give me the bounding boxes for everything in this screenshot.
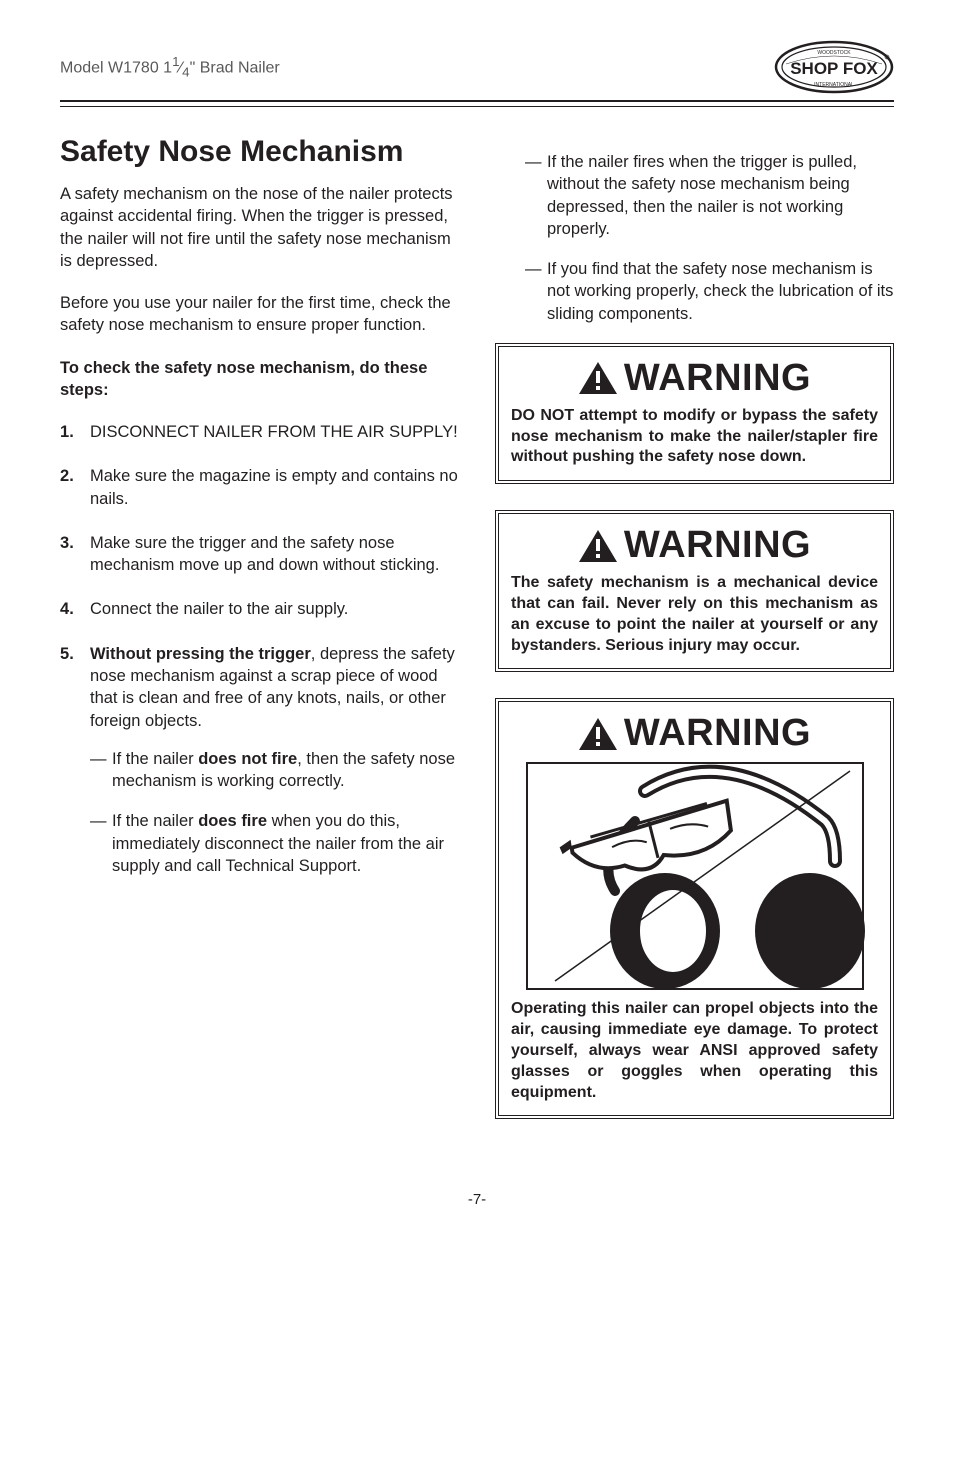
- s5d1a: If the nailer: [112, 750, 198, 768]
- warning-title-1: WARNING: [511, 357, 878, 400]
- warning-body-2: The safety mechanism is a mechanical dev…: [511, 573, 878, 656]
- warning-box-1: WARNING DO NOT attempt to modify or bypa…: [495, 343, 894, 484]
- warning-body-1: DO NOT attempt to modify or bypass the s…: [511, 406, 878, 468]
- right-dash-1: If the nailer fires when the trigger is …: [525, 151, 894, 240]
- right-continuation-list: If the nailer fires when the trigger is …: [525, 151, 894, 325]
- s5d1b: does not fire: [198, 750, 297, 768]
- shopfox-logo: WOODSTOCK SHOP FOX INTERNATIONAL R: [774, 40, 894, 94]
- right-dash-2: If you find that the safety nose mechani…: [525, 258, 894, 325]
- step-5-sublist: If the nailer does not fire, then the sa…: [90, 748, 459, 877]
- steps-lead: To check the safety nose mechanism, do t…: [60, 357, 459, 402]
- model-frac-num: 1: [172, 54, 179, 69]
- svg-text:WOODSTOCK: WOODSTOCK: [817, 50, 851, 56]
- left-column: Safety Nose Mechanism A safety mechanism…: [60, 135, 459, 1145]
- page-header: Model W1780 11⁄4" Brad Nailer WOODSTOCK …: [60, 40, 894, 94]
- model-label: Model W1780 11⁄4" Brad Nailer: [60, 54, 280, 80]
- warning-triangle-icon: [578, 717, 618, 751]
- content-columns: Safety Nose Mechanism A safety mechanism…: [60, 135, 894, 1145]
- section-title: Safety Nose Mechanism: [60, 135, 459, 169]
- ppe-glasses-earmuffs-icon: [525, 761, 865, 991]
- warning-triangle-icon: [578, 529, 618, 563]
- s5d2b: does fire: [198, 812, 267, 830]
- step-2: Make sure the magazine is empty and cont…: [60, 465, 459, 510]
- warning-title-2: WARNING: [511, 524, 878, 567]
- warning-label-1: WARNING: [624, 357, 811, 400]
- warning-body-3: Operating this nailer can propel objects…: [511, 999, 878, 1103]
- step-5-sub-1: If the nailer does not fire, then the sa…: [90, 748, 459, 793]
- step-5-sub-2: If the nailer does fire when you do this…: [90, 810, 459, 877]
- warning-triangle-icon: [578, 361, 618, 395]
- step-5: Without pressing the trigger, depress th…: [60, 643, 459, 877]
- svg-text:INTERNATIONAL: INTERNATIONAL: [814, 82, 854, 88]
- header-rule-thick: [60, 100, 894, 102]
- model-suffix: " Brad Nailer: [190, 60, 280, 77]
- intro-p2: Before you use your nailer for the first…: [60, 292, 459, 337]
- step-1: DISCONNECT NAILER FROM THE AIR SUPPLY!: [60, 421, 459, 443]
- svg-text:SHOP FOX: SHOP FOX: [790, 59, 878, 78]
- warning-box-2: WARNING The safety mechanism is a mechan…: [495, 510, 894, 672]
- s5d2a: If the nailer: [112, 812, 198, 830]
- step-3: Make sure the trigger and the safety nos…: [60, 532, 459, 577]
- warning-box-3: WARNING: [495, 698, 894, 1119]
- step-5-bold: Without pressing the trigger: [90, 645, 311, 663]
- model-frac-den: 4: [182, 65, 189, 80]
- right-column: If the nailer fires when the trigger is …: [495, 135, 894, 1145]
- steps-list: DISCONNECT NAILER FROM THE AIR SUPPLY! M…: [60, 421, 459, 877]
- warning-title-3: WARNING: [511, 712, 878, 755]
- intro-p1: A safety mechanism on the nose of the na…: [60, 183, 459, 272]
- step-4: Connect the nailer to the air supply.: [60, 598, 459, 620]
- warning-label-2: WARNING: [624, 524, 811, 567]
- model-prefix: Model W1780 1: [60, 60, 172, 77]
- warning-label-3: WARNING: [624, 712, 811, 755]
- page-number: -7-: [60, 1191, 894, 1208]
- header-rule-thin: [60, 106, 894, 107]
